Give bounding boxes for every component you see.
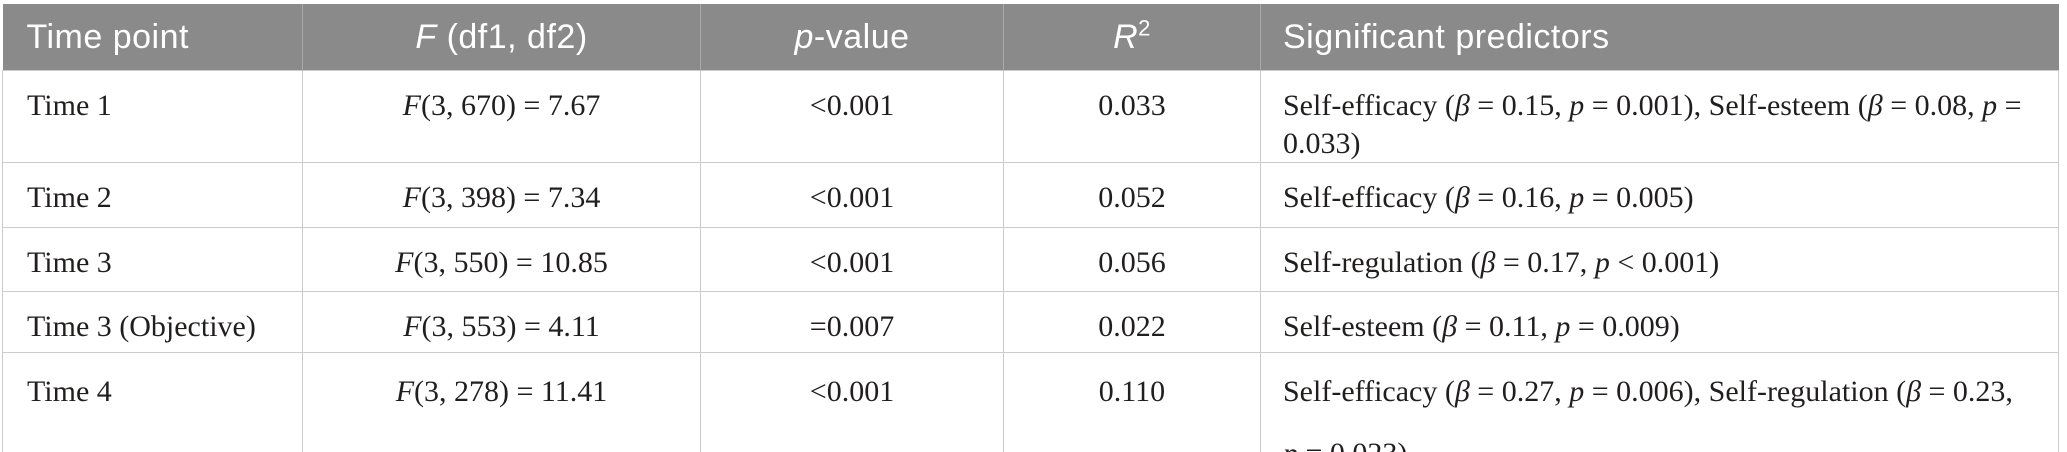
- header-time-point: Time point: [2, 4, 303, 71]
- table-row-time-2: Time 2 F(3, 398) = 7.34 <0.001 0.052 Sel…: [2, 162, 2059, 228]
- table-row-time-3-objective: Time 3 (Objective) F(3, 553) = 4.11 =0.0…: [2, 291, 2059, 353]
- cell-time-point: Time 3 (Objective): [2, 291, 303, 353]
- header-p-value: p-value: [700, 4, 1004, 71]
- table-row-time-1: Time 1 F(3, 670) = 7.67 <0.001 0.033 Sel…: [2, 70, 2059, 163]
- header-row: Time point F (df1, df2) p-value R2 Signi…: [2, 4, 2059, 71]
- cell-p-value: <0.001: [700, 70, 1004, 163]
- header-f-statistic: F (df1, df2): [302, 4, 701, 71]
- cell-f-statistic: F(3, 670) = 7.67: [302, 70, 701, 163]
- table-row-time-4: Time 4 F(3, 278) = 11.41 <0.001 0.110 Se…: [2, 351, 2059, 452]
- cell-significant-predictors: Self-efficacy (β = 0.15, p = 0.001), Sel…: [1260, 70, 2059, 163]
- table-body: Time 1 F(3, 670) = 7.67 <0.001 0.033 Sel…: [2, 70, 2059, 452]
- cell-p-value: <0.001: [700, 162, 1004, 228]
- results-table: Time point F (df1, df2) p-value R2 Signi…: [2, 4, 2059, 452]
- cell-time-point: Time 2: [2, 162, 303, 228]
- cell-f-statistic: F(3, 278) = 11.41: [302, 351, 701, 452]
- cell-r-squared: 0.052: [1003, 162, 1261, 228]
- cell-significant-predictors: Self-efficacy (β = 0.16, p = 0.005): [1260, 162, 2059, 228]
- cell-significant-predictors: Self-esteem (β = 0.11, p = 0.009): [1260, 291, 2059, 353]
- cell-p-value: <0.001: [700, 351, 1004, 452]
- cell-r-squared: 0.056: [1003, 227, 1261, 292]
- cell-time-point: Time 4: [2, 351, 303, 452]
- header-significant-predictors: Significant predictors: [1260, 4, 2059, 71]
- cell-r-squared: 0.022: [1003, 291, 1261, 353]
- cell-f-statistic: F(3, 553) = 4.11: [302, 291, 701, 353]
- cell-time-point: Time 3: [2, 227, 303, 292]
- cell-f-statistic: F(3, 398) = 7.34: [302, 162, 701, 228]
- cell-r-squared: 0.033: [1003, 70, 1261, 163]
- cell-f-statistic: F(3, 550) = 10.85: [302, 227, 701, 292]
- cell-p-value: =0.007: [700, 291, 1004, 353]
- header-r-squared: R2: [1003, 4, 1261, 71]
- cell-significant-predictors: Self-regulation (β = 0.17, p < 0.001): [1260, 227, 2059, 292]
- cell-r-squared: 0.110: [1003, 351, 1261, 452]
- cell-p-value: <0.001: [700, 227, 1004, 292]
- table-header: Time point F (df1, df2) p-value R2 Signi…: [2, 4, 2059, 71]
- table-row-time-3: Time 3 F(3, 550) = 10.85 <0.001 0.056 Se…: [2, 227, 2059, 292]
- cell-time-point: Time 1: [2, 70, 303, 163]
- cell-significant-predictors: Self-efficacy (β = 0.27, p = 0.006), Sel…: [1260, 351, 2059, 452]
